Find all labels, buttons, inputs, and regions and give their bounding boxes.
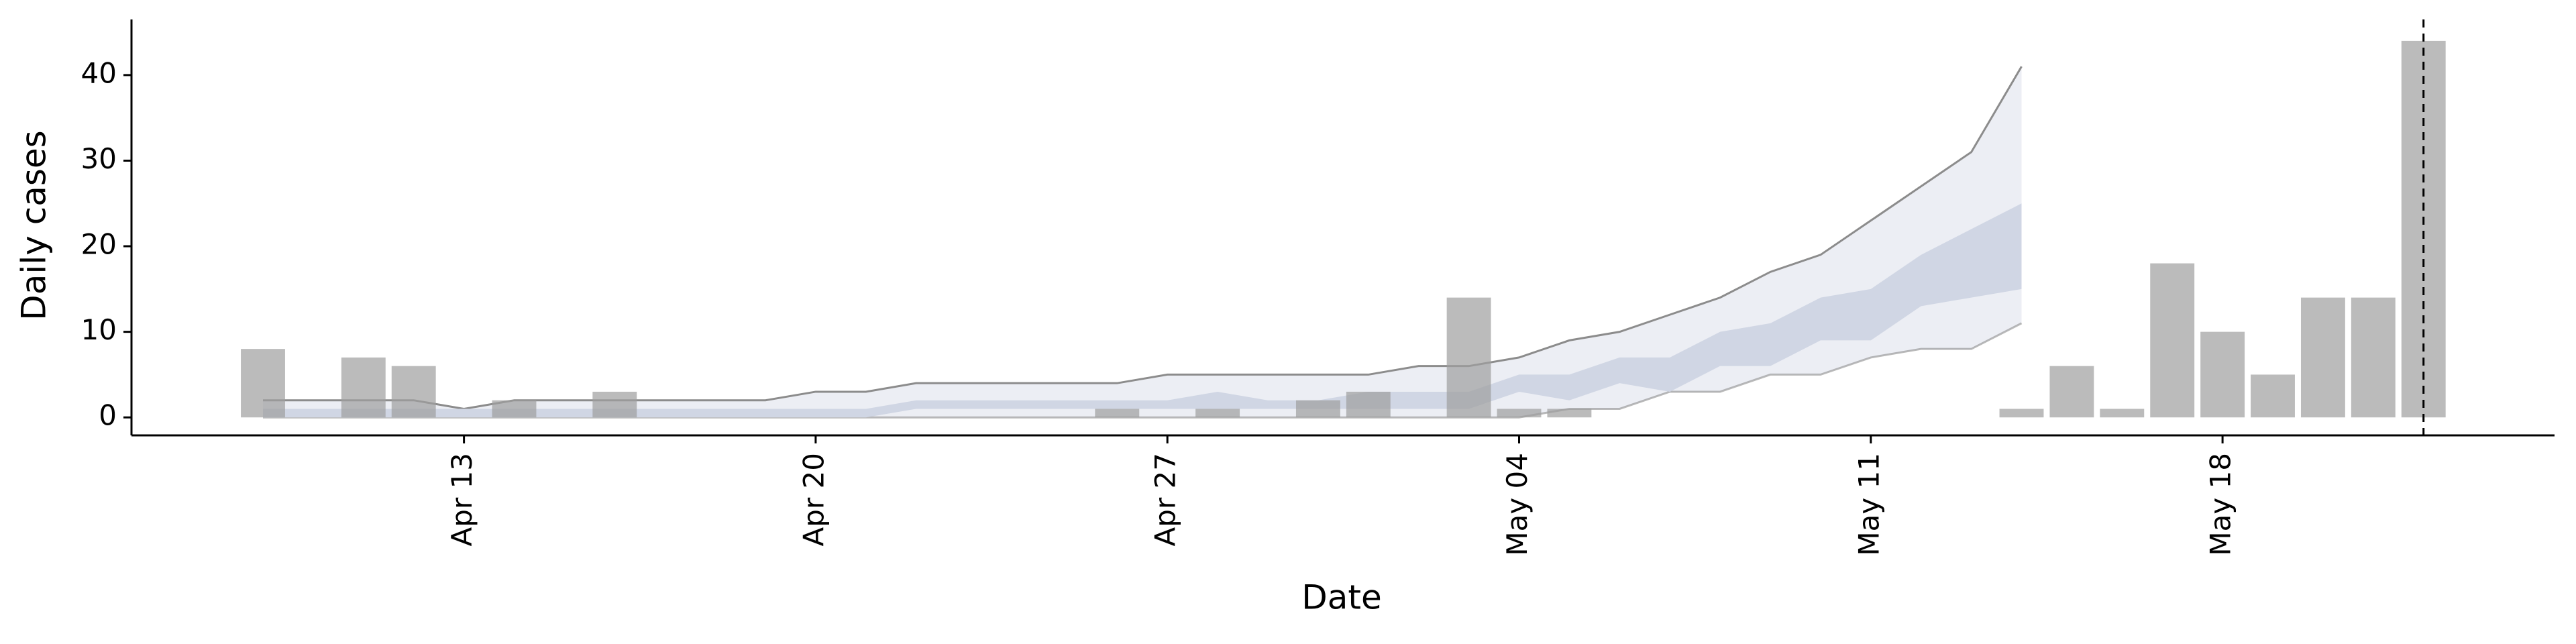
bar — [2200, 331, 2245, 418]
y-tick-label: 30 — [81, 142, 117, 175]
bar — [592, 391, 637, 418]
bar — [1295, 400, 1340, 418]
x-tick-label: Apr 27 — [1149, 453, 1182, 546]
band-upper-line — [263, 66, 2023, 410]
bar — [1547, 409, 1592, 418]
bar — [2251, 374, 2295, 418]
bar — [341, 357, 386, 418]
y-tick-label: 40 — [81, 56, 117, 89]
bar — [2300, 297, 2345, 418]
bar — [2150, 263, 2195, 418]
x-tick-label: May 18 — [2204, 453, 2237, 556]
bar — [2401, 40, 2446, 418]
y-tick-label: 10 — [81, 313, 117, 346]
bar — [2351, 297, 2396, 418]
x-tick-label: May 04 — [1501, 453, 1534, 556]
x-tick-label: May 11 — [1852, 453, 1885, 556]
bar — [391, 366, 436, 418]
bar — [1446, 297, 1491, 418]
bar — [1497, 409, 1542, 418]
bar — [2100, 409, 2145, 418]
bar — [2049, 366, 2094, 418]
bar — [1346, 391, 1391, 418]
x-tick-label: Apr 13 — [445, 453, 478, 546]
bar — [1095, 409, 1140, 418]
y-tick-label: 20 — [81, 228, 117, 261]
x-tick-label: Apr 20 — [797, 453, 830, 546]
bar — [492, 400, 537, 418]
bar — [1195, 409, 1240, 418]
y-axis-label: Daily cases — [15, 130, 54, 320]
bar — [241, 349, 285, 418]
bar — [1999, 409, 2044, 418]
y-tick-label: 0 — [99, 399, 117, 432]
x-axis-label: Date — [1301, 578, 1382, 617]
